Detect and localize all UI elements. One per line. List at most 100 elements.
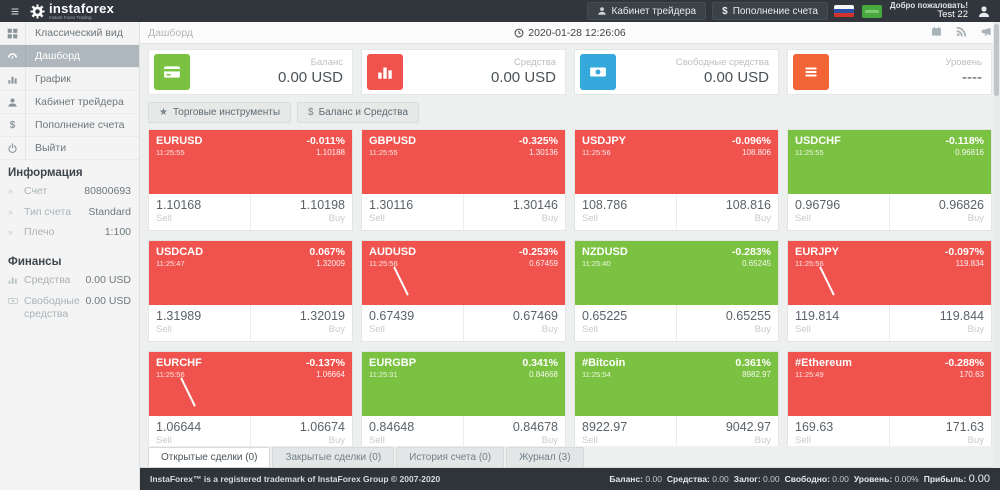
change-percent: -0.118% [945, 135, 984, 147]
welcome-block: Добро пожаловать! Test 22 [890, 1, 968, 21]
tile-quotes: 8922.97 Sell 9042.97 Buy [575, 416, 778, 452]
quote-tile[interactable]: EURGBP 11:25:31 0.341% 0.84668 [361, 351, 566, 453]
deals-tab[interactable]: Журнал (3) [506, 447, 584, 467]
tile-header: USDJPY 11:25:56 -0.096% 108.806 [575, 130, 778, 194]
avatar[interactable] [976, 3, 992, 19]
sidebar-item-label: Дашборд [35, 50, 80, 62]
buy-price: 1.06674 [299, 420, 345, 434]
buy-quote[interactable]: 1.06674 Buy [250, 416, 352, 452]
quote-tile[interactable]: GBPUSD 11:25:55 -0.325% 1.30136 [361, 129, 566, 231]
sparkline [180, 377, 196, 407]
change-percent: 0.067% [309, 246, 345, 258]
sell-quote[interactable]: 8922.97 Sell [575, 416, 676, 452]
buy-quote[interactable]: 0.96826 Buy [889, 194, 991, 230]
banknote-icon [580, 54, 616, 90]
quote-tile[interactable]: #Bitcoin 11:25:54 0.361% 8982.97 [574, 351, 779, 453]
sidebar-item-trader-cabinet[interactable]: Кабинет трейдера [0, 91, 139, 114]
buy-quote[interactable]: 171.63 Buy [889, 416, 991, 452]
last-quote: 1.06664 [316, 370, 345, 379]
symbol-name: EURJPY [795, 246, 840, 258]
sell-quote[interactable]: 0.96796 Sell [788, 194, 889, 230]
sell-label: Sell [156, 435, 172, 446]
rss-icon[interactable] [956, 26, 967, 40]
chevrons-icon: » [8, 206, 14, 217]
calendar-icon[interactable] [931, 26, 942, 40]
sell-quote[interactable]: 119.814 Sell [788, 305, 889, 341]
scrollbar-thumb[interactable] [994, 24, 999, 96]
sidebar-item-dashboard[interactable]: Дашборд [0, 45, 139, 68]
trading-instruments-button[interactable]: ★ Торговые инструменты [148, 102, 291, 123]
last-quote: 0.96816 [955, 148, 984, 157]
green-flag-icon[interactable] [861, 4, 882, 18]
last-quote: 8982.97 [742, 370, 771, 379]
stat-value: 0.00 [832, 474, 849, 484]
sell-quote[interactable]: 169.63 Sell [788, 416, 889, 452]
sell-label: Sell [795, 324, 811, 335]
deposit-button[interactable]: $ Пополнение счета [712, 2, 828, 20]
buy-quote[interactable]: 1.30146 Buy [463, 194, 565, 230]
sell-quote[interactable]: 1.06644 Sell [149, 416, 250, 452]
sell-label: Sell [156, 213, 172, 224]
sell-label: Sell [795, 435, 811, 446]
buy-quote[interactable]: 119.844 Buy [889, 305, 991, 341]
buy-quote[interactable]: 0.65255 Buy [676, 305, 778, 341]
header-actions: Кабинет трейдера $ Пополнение счета Добр… [586, 0, 1000, 22]
buy-quote[interactable]: 1.10198 Buy [250, 194, 352, 230]
logo[interactable]: instaforex Instant Forex Trading [30, 2, 114, 21]
tile-header: NZDUSD 11:25:40 -0.283% 0.65245 [575, 241, 778, 305]
symbol-name: GBPUSD [369, 135, 417, 147]
scrollbar[interactable] [993, 22, 1000, 468]
row-label: Плечо [24, 226, 55, 239]
sell-quote[interactable]: 1.10168 Sell [149, 194, 250, 230]
sidebar-item-classic-view[interactable]: Классический вид [0, 22, 139, 45]
tile-quotes: 0.96796 Sell 0.96826 Buy [788, 194, 991, 230]
buy-label: Buy [967, 435, 984, 446]
tile-header: #Ethereum 11:25:49 -0.288% 170.63 [788, 352, 991, 416]
tile-header: GBPUSD 11:25:55 -0.325% 1.30136 [362, 130, 565, 194]
sell-label: Sell [369, 435, 385, 446]
quote-tile[interactable]: NZDUSD 11:25:40 -0.283% 0.65245 [574, 240, 779, 342]
last-quote: 170.63 [959, 370, 984, 379]
deals-tab[interactable]: Открытые сделки (0) [148, 447, 271, 467]
quote-tile[interactable]: #Ethereum 11:25:49 -0.288% 170.63 [787, 351, 992, 453]
buy-price: 119.844 [939, 309, 984, 323]
quote-tile[interactable]: USDCAD 11:25:47 0.067% 1.32009 [148, 240, 353, 342]
buy-quote[interactable]: 0.84678 Buy [463, 416, 565, 452]
logo-text: instaforex Instant Forex Trading [49, 2, 114, 21]
deals-tab[interactable]: Закрытые сделки (0) [272, 447, 395, 467]
quote-tile[interactable]: EURJPY 11:25:56 -0.097% 119.834 [787, 240, 992, 342]
trader-cabinet-button[interactable]: Кабинет трейдера [586, 2, 707, 20]
quote-time: 11:25:55 [156, 148, 185, 157]
sell-quote[interactable]: 108.786 Sell [575, 194, 676, 230]
sidebar-item-chart[interactable]: График [0, 68, 139, 91]
buy-price: 0.84678 [512, 420, 558, 434]
balance-funds-button[interactable]: $ Баланс и Средства [297, 102, 420, 123]
quote-tile[interactable]: AUDUSD 11:25:56 -0.253% 0.67459 [361, 240, 566, 342]
buy-quote[interactable]: 108.816 Buy [676, 194, 778, 230]
buy-quote[interactable]: 9042.97 Buy [676, 416, 778, 452]
tile-header: EURGBP 11:25:31 0.341% 0.84668 [362, 352, 565, 416]
quote-tile[interactable]: EURUSD 11:25:55 -0.011% 1.10188 [148, 129, 353, 231]
sell-quote[interactable]: 0.84648 Sell [362, 416, 463, 452]
sell-quote[interactable]: 0.65225 Sell [575, 305, 676, 341]
buy-quote[interactable]: 1.32019 Buy [250, 305, 352, 341]
quote-tile[interactable]: USDCHF 11:25:55 -0.118% 0.96816 [787, 129, 992, 231]
sell-quote[interactable]: 1.31989 Sell [149, 305, 250, 341]
sidebar-item-deposit[interactable]: $ Пополнение счета [0, 114, 139, 137]
buy-quote[interactable]: 0.67469 Buy [463, 305, 565, 341]
megaphone-icon[interactable] [981, 26, 992, 40]
buy-price: 0.96826 [938, 198, 984, 212]
info-section: Информация » Счет 80800693 » Тип счета S… [0, 160, 139, 249]
quote-tile[interactable]: EURCHF 11:25:56 -0.137% 1.06664 [148, 351, 353, 453]
menu-toggle-icon[interactable]: ≡ [10, 3, 20, 19]
last-quote: 1.32009 [316, 259, 345, 268]
grid-icon [0, 22, 26, 44]
deals-tab[interactable]: История счета (0) [396, 447, 505, 467]
balance-funds-label: Баланс и Средства [318, 107, 409, 118]
sidebar-item-logout[interactable]: Выйти [0, 137, 139, 160]
row-label: Тип счета [24, 205, 72, 218]
russian-flag-icon[interactable] [833, 4, 854, 18]
sell-quote[interactable]: 1.30116 Sell [362, 194, 463, 230]
quote-tile[interactable]: USDJPY 11:25:56 -0.096% 108.806 [574, 129, 779, 231]
sell-quote[interactable]: 0.67439 Sell [362, 305, 463, 341]
